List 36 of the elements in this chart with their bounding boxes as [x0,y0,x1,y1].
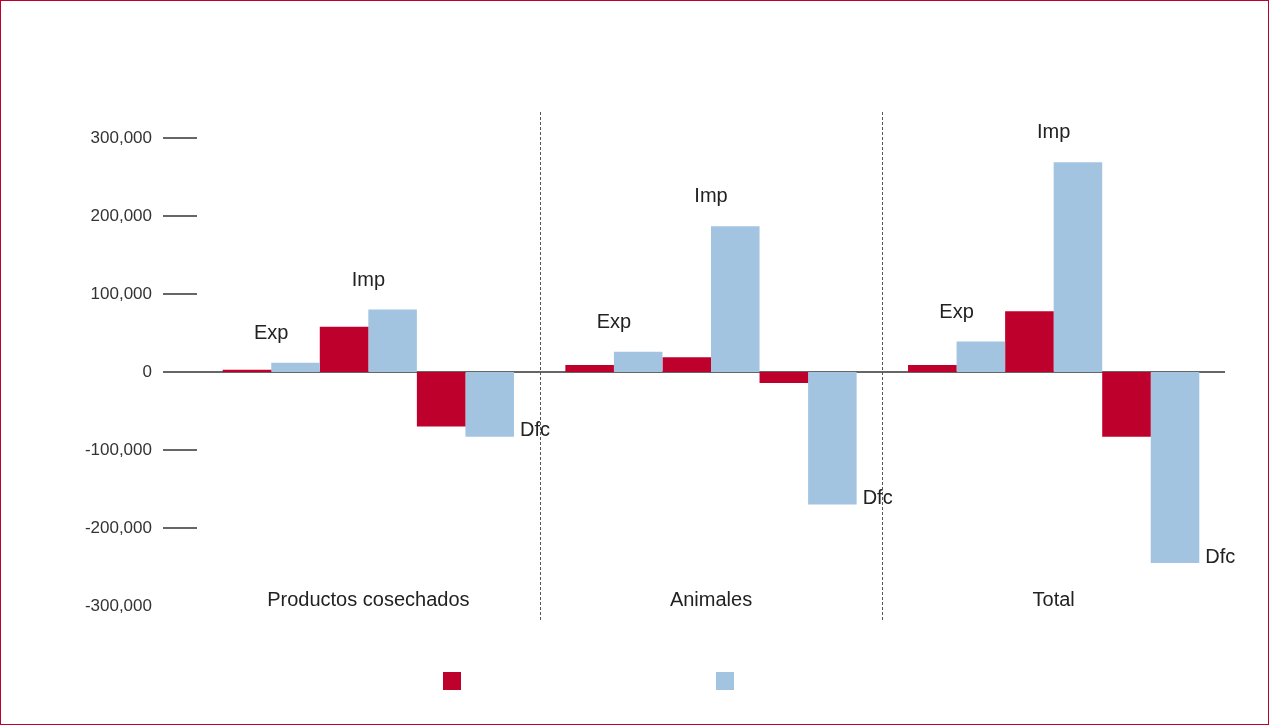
annotation: Dfc [1205,544,1236,567]
y-tick-label: 300,000 [90,127,152,147]
y-tick-label: 200,000 [90,205,152,225]
y-tick-label: 0 [142,361,152,381]
x-tick-label: Total [1032,587,1075,610]
x-tick-label: Productos cosechados [267,587,470,610]
bar [711,226,760,372]
bar [1053,162,1103,372]
bar [956,341,1006,372]
bar [1102,372,1151,437]
annotation: Imp [351,267,386,290]
bar [759,372,809,383]
annotation: Imp [1036,120,1071,143]
annotation: Dfc [862,486,893,509]
bar [271,362,320,372]
annotation: Dfc [519,418,550,441]
bar [908,364,957,372]
bar [1150,372,1200,564]
y-tick-label: -200,000 [84,517,152,537]
bar [416,372,466,427]
bar [319,326,369,372]
annotation: Exp [939,299,974,322]
y-tick-label: 100,000 [90,283,152,303]
bar [613,351,663,372]
annotation: Imp [694,184,728,207]
bar [808,372,857,505]
bar [662,357,711,372]
bar [1005,311,1054,372]
y-tick-label: -100,000 [84,439,152,459]
annotation: Exp [254,320,289,343]
y-tick-label: -300,000 [84,595,152,615]
bar [565,364,614,372]
annotation: Exp [596,309,632,332]
x-tick-label: Animales [669,587,753,610]
bar [368,309,417,372]
bar [465,372,514,437]
